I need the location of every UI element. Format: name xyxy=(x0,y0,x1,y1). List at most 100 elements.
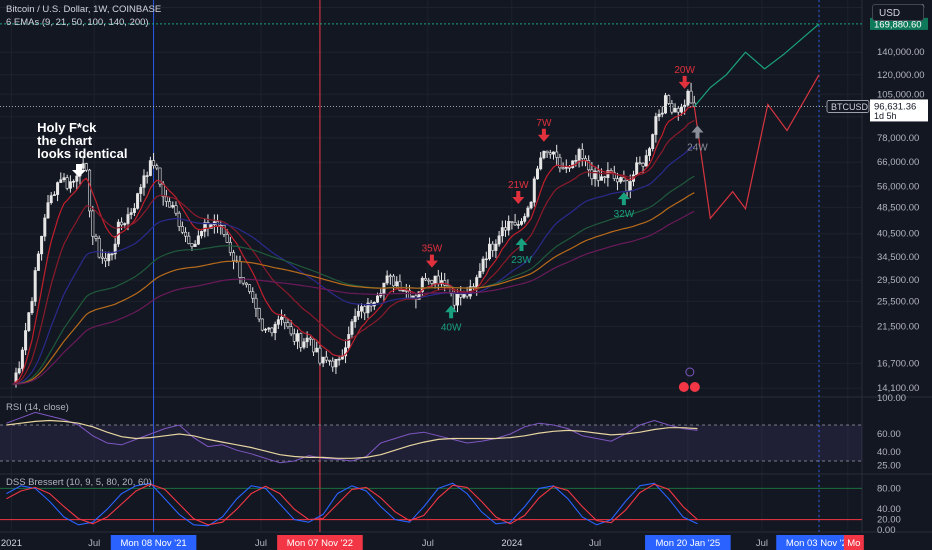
candle-body xyxy=(593,170,597,180)
time-label-highlight xyxy=(776,535,862,550)
candle-body xyxy=(324,356,328,361)
candle-body xyxy=(353,315,357,322)
flag-icon xyxy=(689,382,700,392)
candle-body xyxy=(551,151,555,155)
candle-body xyxy=(321,356,325,364)
candle-body xyxy=(519,221,523,225)
candle-body xyxy=(548,152,552,155)
candle-body xyxy=(286,322,290,327)
ema-200-line xyxy=(12,210,695,385)
candle-body xyxy=(43,217,47,237)
time-tick-label: Jul xyxy=(88,538,100,549)
candle-body xyxy=(97,238,101,258)
candle-body xyxy=(475,277,479,288)
candle-body xyxy=(225,234,229,243)
candle-body xyxy=(590,169,594,180)
current-price-label: 96,631.36 xyxy=(874,101,916,112)
ema-indicator-legend[interactable]: 6 EMAs (9, 21, 50, 100, 140, 200) xyxy=(6,17,149,28)
candle-body xyxy=(292,333,296,342)
currency-button[interactable]: USD xyxy=(872,4,924,21)
candle-body xyxy=(580,149,584,159)
dss-tick-label: 0.00 xyxy=(877,525,896,536)
candle-body xyxy=(663,95,667,114)
candle-body xyxy=(497,235,501,245)
price-tick-label: 140,000.00 xyxy=(877,47,925,58)
signal-label: 40W xyxy=(441,322,462,333)
candle-body xyxy=(49,195,53,203)
candle-body xyxy=(510,221,514,223)
candle-body xyxy=(238,261,242,278)
candle-body xyxy=(305,337,309,343)
candle-body xyxy=(344,347,348,357)
candle-body xyxy=(337,358,341,361)
candle-body xyxy=(385,275,389,284)
rsi-line xyxy=(6,411,698,464)
candle-body xyxy=(545,150,549,154)
candle-body xyxy=(500,227,504,237)
candle-body xyxy=(88,169,92,212)
projection-green-line xyxy=(693,23,820,107)
candle-body xyxy=(424,277,428,281)
grid xyxy=(0,0,862,530)
candle-body xyxy=(481,258,485,272)
rsi-ma-line xyxy=(6,419,698,459)
candle-body xyxy=(539,157,543,170)
time-label-highlight xyxy=(843,535,864,550)
time-tick-label: Mon 08 Nov '21 xyxy=(120,538,186,549)
candle-body xyxy=(526,207,530,217)
signal-label: 23W xyxy=(511,255,532,266)
candle-body xyxy=(427,279,431,282)
candle-body xyxy=(615,178,619,183)
time-tick-label: Jul xyxy=(589,538,601,549)
rsi-title: RSI (14, close) xyxy=(6,402,69,413)
candle-body xyxy=(612,172,616,179)
candle-body xyxy=(503,227,507,231)
candle-body xyxy=(638,162,642,165)
candle-body xyxy=(328,359,332,362)
candle-body xyxy=(347,334,351,348)
up-arrow-icon xyxy=(617,192,630,206)
candle-body xyxy=(52,194,56,196)
candle-body xyxy=(110,253,114,256)
candle-body xyxy=(81,163,85,169)
candle-body xyxy=(302,341,306,348)
time-tick-label: Mon 20 Jan '25 xyxy=(656,538,721,549)
candle-body xyxy=(625,180,629,192)
time-tick-label: Mon 03 Nov '25 xyxy=(786,538,852,549)
dss-blue-line xyxy=(6,482,698,527)
candle-body xyxy=(587,160,591,171)
candle-body xyxy=(56,182,60,195)
candle-body xyxy=(203,222,207,232)
signal-label: 20W xyxy=(674,65,695,76)
dss-pane: DSS Bressert (10, 9, 5, 80, 20, 60) 80.00… xyxy=(0,477,901,536)
price-tick-label: 21,500.00 xyxy=(877,321,919,332)
candle-body xyxy=(657,113,661,117)
dss-red-line xyxy=(6,483,698,526)
price-tick-label: 14,100.00 xyxy=(877,383,919,394)
signal-label: 21W xyxy=(508,180,529,191)
candle-body xyxy=(689,90,693,104)
candle-body xyxy=(161,183,165,198)
price-tick-label: 105,000.00 xyxy=(877,89,925,100)
candle-body xyxy=(168,201,172,208)
candle-body xyxy=(270,327,274,334)
candle-body xyxy=(529,201,533,209)
candle-body xyxy=(184,231,188,237)
candle-body xyxy=(523,216,527,222)
candle-body xyxy=(171,205,175,208)
ema-9-line xyxy=(12,106,695,385)
annotation-note-line: Holy F*ck xyxy=(37,120,97,135)
candle-body xyxy=(452,293,456,306)
candle-body xyxy=(535,168,539,180)
countdown-label: 1d 5h xyxy=(874,111,897,121)
down-arrow-icon xyxy=(425,254,438,268)
candle-body xyxy=(72,181,76,183)
candle-body xyxy=(555,151,559,158)
candle-body xyxy=(350,321,354,335)
candle-body xyxy=(126,214,130,224)
signal-marker: 24W xyxy=(687,125,708,153)
candle-body xyxy=(395,281,399,287)
signal-marker: 20W xyxy=(674,65,696,89)
